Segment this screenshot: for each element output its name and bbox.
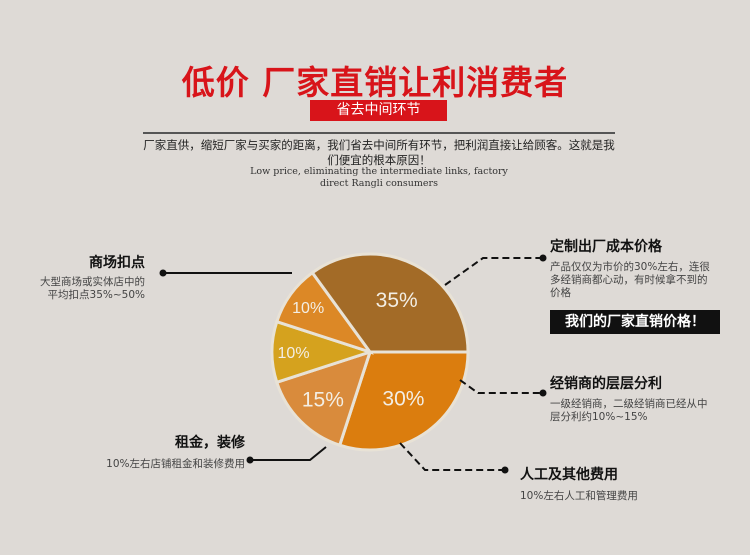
- connector-dot: [539, 254, 547, 262]
- connector-dot: [539, 389, 547, 397]
- connector-dealer: [459, 379, 543, 394]
- annotation-text: 层分利约10%~15%: [550, 411, 648, 423]
- annotation-text: 价格: [550, 287, 571, 299]
- description: 厂家直供，缩短厂家与买家的距离，我们省去中间所有环节，把利润直接让给顾客。这就是…: [143, 138, 615, 167]
- pie-slice: [310, 252, 470, 354]
- pie-slice-label: 10%: [292, 300, 324, 317]
- annotation-text: 平均扣点35%~50%: [47, 289, 145, 301]
- description-en-line: direct Rangli consumers: [320, 178, 438, 189]
- subtitle-badge: 省去中间环节: [310, 100, 447, 121]
- annotation-text: 多经销商都心动，有时候拿不到的: [550, 274, 708, 286]
- annotation-mall: 商场扣点 大型商场或实体店中的 平均扣点35%~50%: [30, 252, 145, 302]
- page-title: 低价 厂家直销让利消费者: [181, 63, 569, 102]
- pie-slice-label: 30%: [382, 388, 424, 411]
- description-english: Low price, eliminating the intermediate …: [143, 166, 615, 190]
- annotation-title: 定制出厂成本价格: [550, 239, 662, 255]
- connector-labor: [399, 442, 505, 471]
- connector-dot: [501, 466, 509, 474]
- pie-slice-label: 15%: [302, 389, 344, 412]
- connector-rent: [250, 446, 327, 461]
- pie-slice-label: 10%: [278, 345, 310, 362]
- annotation-dealer: 经销商的层层分利 一级经销商，二级经销商已经从中 层分利约10%~15%: [550, 373, 730, 424]
- annotation-text: 10%左右人工和管理费用: [520, 490, 638, 502]
- annotation-text: 一级经销商，二级经销商已经从中: [550, 398, 708, 410]
- pie-slice: [337, 350, 470, 452]
- connector-factory: [444, 257, 543, 286]
- annotation-title: 经销商的层层分利: [550, 376, 662, 392]
- annotation-title: 租金，装修: [175, 435, 245, 451]
- annotation-labor: 人工及其他费用 10%左右人工和管理费用: [520, 464, 720, 503]
- annotation-title: 商场扣点: [89, 255, 145, 271]
- annotation-text: 大型商场或实体店中的: [40, 276, 145, 288]
- connector-dot: [159, 269, 167, 277]
- divider: [143, 132, 615, 134]
- annotation-text: 产品仅仅为市价的30%左右，连很: [550, 261, 710, 273]
- factory-price-banner: 我们的厂家直销价格！: [550, 310, 720, 334]
- annotation-title: 人工及其他费用: [520, 467, 618, 483]
- annotation-rent: 租金，装修 10%左右店铺租金和装修费用: [60, 432, 245, 471]
- pie-slice-label: 35%: [376, 289, 418, 312]
- annotation-factory: 定制出厂成本价格 产品仅仅为市价的30%左右，连很 多经销商都心动，有时候拿不到…: [550, 236, 730, 300]
- annotation-text: 10%左右店铺租金和装修费用: [106, 458, 245, 470]
- connector-dot: [246, 456, 254, 464]
- description-en-line: Low price, eliminating the intermediate …: [250, 166, 508, 177]
